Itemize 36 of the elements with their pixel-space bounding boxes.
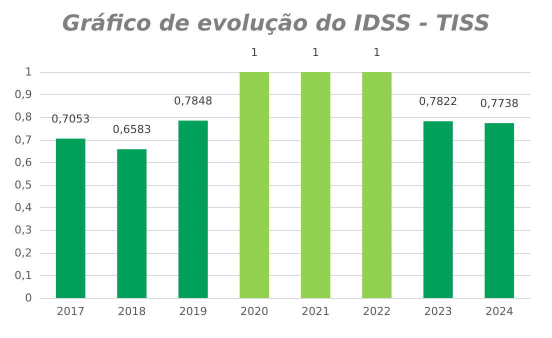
data-label: 0,6583 (112, 123, 152, 136)
x-tick-label: 2023 (424, 305, 452, 318)
bar (484, 123, 514, 298)
data-label: 0,7848 (174, 94, 212, 108)
data-label: 1 (373, 46, 380, 59)
bar (178, 120, 208, 298)
y-tick-label: 0,2 (14, 246, 32, 260)
y-tick-label: 0,8 (14, 110, 32, 124)
y-tick-label: 0,9 (14, 88, 32, 102)
x-tick-label: 2020 (240, 305, 268, 318)
y-tick-label: 0 (25, 292, 32, 304)
x-tick-label: 2021 (302, 305, 330, 318)
bar (362, 72, 392, 298)
y-tick-label: 0,4 (14, 201, 32, 214)
data-label: 0,7822 (418, 95, 458, 108)
bar (240, 72, 270, 298)
y-tick-label: 0,1 (14, 268, 32, 282)
x-tick-label: 2018 (118, 305, 146, 318)
y-tick-label: 0,3 (14, 224, 32, 237)
x-tick-label: 2017 (56, 305, 85, 318)
bar (117, 149, 147, 298)
y-tick-label: 0,7 (14, 133, 32, 146)
bar (423, 121, 453, 298)
chart-title: Gráfico de evolução do IDSS - TISS (62, 12, 490, 36)
x-tick-label: 2019 (179, 305, 208, 318)
x-tick-label: 2024 (485, 305, 514, 318)
bar (300, 72, 330, 298)
data-label: 0,7738 (480, 97, 519, 110)
y-tick-label: 1 (25, 66, 32, 78)
x-tick-label: 2022 (362, 305, 391, 318)
data-label: 1 (312, 46, 320, 59)
data-label: 0,7053 (51, 112, 90, 126)
data-label: 1 (250, 46, 258, 59)
bar (56, 138, 86, 298)
y-tick-label: 0,6 (14, 156, 32, 169)
y-tick-label: 0,5 (14, 178, 32, 192)
